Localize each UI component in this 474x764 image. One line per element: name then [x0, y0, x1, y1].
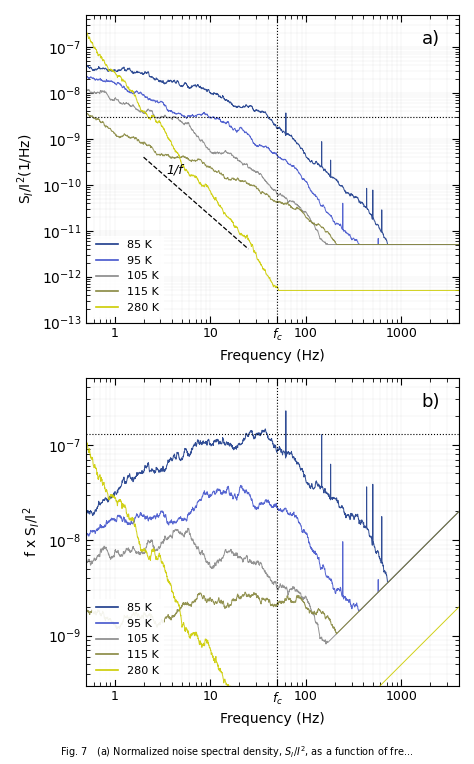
Legend: 85 K, 95 K, 105 K, 115 K, 280 K: 85 K, 95 K, 105 K, 115 K, 280 K	[91, 236, 164, 317]
X-axis label: Frequency (Hz): Frequency (Hz)	[220, 349, 325, 363]
Text: Fig. 7   (a) Normalized noise spectral density, $S_I$/$I^2$, as a function of fr: Fig. 7 (a) Normalized noise spectral den…	[60, 744, 414, 760]
Text: a): a)	[422, 31, 440, 48]
X-axis label: Frequency (Hz): Frequency (Hz)	[220, 712, 325, 726]
Text: 1/f: 1/f	[167, 163, 183, 176]
Legend: 85 K, 95 K, 105 K, 115 K, 280 K: 85 K, 95 K, 105 K, 115 K, 280 K	[91, 599, 164, 680]
Y-axis label: f x S$_I$/I$^2$: f x S$_I$/I$^2$	[21, 507, 42, 557]
Y-axis label: S$_I$/I$^2$(1/Hz): S$_I$/I$^2$(1/Hz)	[15, 134, 36, 204]
Text: b): b)	[422, 393, 440, 412]
